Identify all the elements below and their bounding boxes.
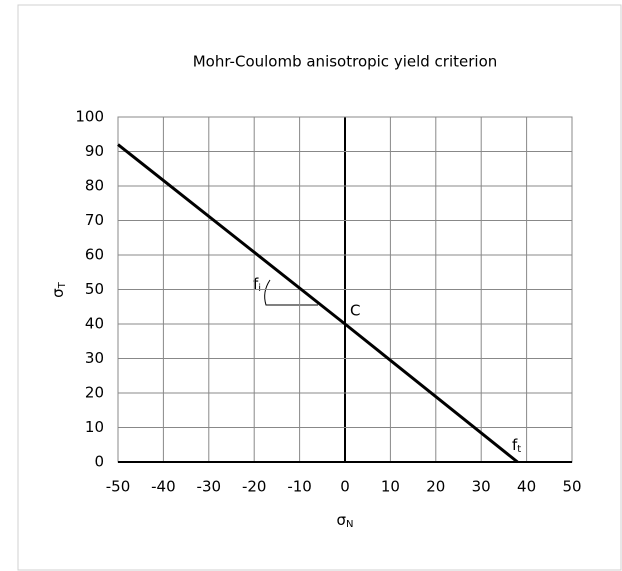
y-tick-label: 70 <box>85 211 104 229</box>
x-tick-label: -10 <box>287 478 312 496</box>
x-axis-label: σN <box>337 511 354 531</box>
y-tick-label: 40 <box>85 315 104 333</box>
y-tick-label: 30 <box>85 349 104 367</box>
chart-title: Mohr-Coulomb anisotropic yield criterion <box>193 53 498 71</box>
x-tick-label: 40 <box>517 478 536 496</box>
y-tick-label: 50 <box>85 280 104 298</box>
y-tick-label: 0 <box>94 453 104 471</box>
angle-marker <box>264 279 318 306</box>
y-tick-label: 80 <box>85 177 104 195</box>
x-tick-label: -50 <box>106 478 131 496</box>
y-tick-label: 60 <box>85 246 104 264</box>
annotation: fi <box>253 275 261 295</box>
x-tick-label: 50 <box>562 478 581 496</box>
x-tick-label: -20 <box>242 478 267 496</box>
annotation: C <box>350 302 360 320</box>
x-tick-label: 10 <box>381 478 400 496</box>
x-tick-label: 20 <box>426 478 445 496</box>
line <box>117 143 519 464</box>
x-tick-label: 0 <box>340 478 350 496</box>
y-tick-label: 20 <box>85 384 104 402</box>
x-tick-label: 30 <box>472 478 491 496</box>
y-tick-label: 90 <box>85 142 104 160</box>
y-tick-label: 10 <box>85 418 104 436</box>
y-axis-label: σT <box>49 281 69 298</box>
y-tick-label: 100 <box>75 108 104 126</box>
x-tick-label: -30 <box>197 478 222 496</box>
x-tick-label: -40 <box>151 478 176 496</box>
annotation: ft <box>512 436 521 456</box>
